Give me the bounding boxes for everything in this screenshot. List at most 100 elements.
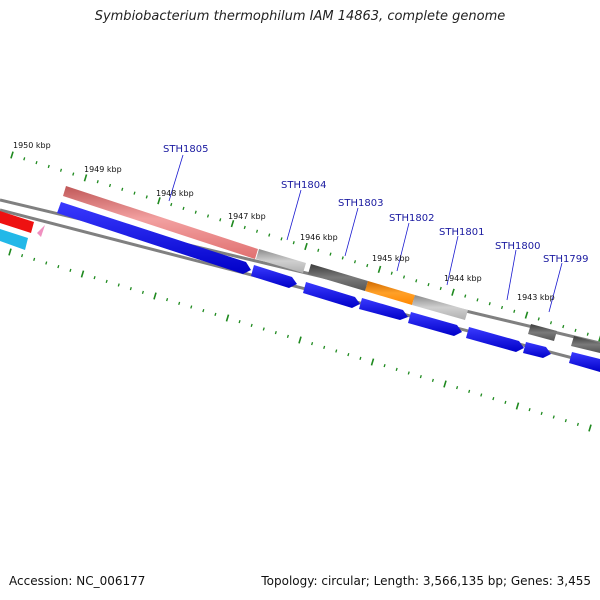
- feature-light-gray[interactable]: [412, 295, 468, 320]
- feature-orange[interactable]: [365, 281, 415, 305]
- tick-mark-major: [80, 270, 85, 278]
- leader-line-sth1800: [506, 249, 517, 301]
- tick-mark-major: [515, 402, 520, 410]
- tick-mark-minor: [317, 248, 320, 252]
- tick-mark-minor: [402, 275, 406, 279]
- tick-mark-minor: [564, 419, 567, 423]
- tick-mark-minor: [141, 290, 144, 294]
- tick-mark-minor: [292, 241, 295, 245]
- tick-mark-minor: [540, 411, 543, 415]
- tick-mark-minor: [133, 191, 136, 195]
- cds-arrow-sth1800[interactable]: [466, 327, 524, 352]
- tick-mark-minor: [407, 371, 410, 375]
- tick-mark-minor: [33, 257, 36, 261]
- cds-arrow-sth1801[interactable]: [408, 312, 462, 336]
- kbp-label: 1945 kbp: [372, 254, 410, 263]
- tick-mark-major: [153, 292, 157, 300]
- tick-mark-minor: [243, 225, 246, 230]
- tick-mark-major: [588, 424, 592, 432]
- gene-label-sth1805[interactable]: STH1805: [163, 144, 208, 155]
- tick-row-bottom: [8, 248, 592, 432]
- feature-cyan[interactable]: [0, 229, 28, 250]
- cds-arrow-sth1803[interactable]: [303, 282, 360, 308]
- tick-mark-minor: [383, 364, 386, 368]
- tick-mark-minor: [504, 400, 507, 404]
- tick-mark-major: [10, 151, 14, 159]
- feature-salmon[interactable]: [63, 186, 258, 259]
- tick-mark-minor: [359, 356, 362, 360]
- gene-label-sth1802[interactable]: STH1802: [389, 213, 434, 224]
- tick-mark-minor: [528, 408, 531, 412]
- tick-mark-minor: [121, 187, 124, 191]
- tick-mark-minor: [366, 263, 369, 268]
- tick-mark-minor: [280, 237, 283, 241]
- tick-mark-minor: [170, 202, 173, 207]
- tick-mark-minor: [117, 283, 120, 287]
- tick-mark-minor: [335, 349, 338, 353]
- gene-label-sth1800[interactable]: STH1800: [495, 241, 540, 252]
- tick-mark-minor: [329, 252, 332, 256]
- tick-mark-minor: [145, 195, 148, 199]
- tick-mark-minor: [353, 260, 357, 264]
- cds-arrow[interactable]: [569, 352, 600, 372]
- cds-arrow-sth1804[interactable]: [251, 265, 297, 288]
- tick-mark-minor: [108, 183, 112, 188]
- tick-mark-minor: [268, 233, 271, 237]
- cds-arrow-sth1805[interactable]: [57, 202, 251, 274]
- tick-mark-minor: [238, 320, 241, 324]
- tick-mark-minor: [72, 172, 75, 176]
- tick-mark-minor: [347, 353, 350, 357]
- tick-mark-minor: [574, 328, 577, 333]
- tick-mark-minor: [476, 298, 479, 302]
- tick-mark-minor: [194, 210, 197, 214]
- tick-mark-major: [451, 288, 455, 296]
- gene-label-sth1803[interactable]: STH1803: [338, 198, 383, 209]
- tick-mark-minor: [500, 305, 504, 310]
- feature-dark-gray[interactable]: [571, 336, 600, 353]
- tick-mark-minor: [202, 309, 205, 313]
- tick-mark-minor: [311, 342, 314, 346]
- cds-arrow-sth1799[interactable]: [523, 342, 551, 358]
- cds-arrow-sth1802[interactable]: [359, 298, 408, 320]
- tick-mark-minor: [576, 422, 579, 426]
- feature-red[interactable]: [0, 211, 34, 233]
- tick-mark-minor: [129, 287, 132, 291]
- tick-mark-minor: [59, 168, 63, 172]
- leader-line-sth1801: [446, 235, 459, 286]
- feature-dark-gray[interactable]: [308, 264, 368, 291]
- tick-mark-major: [157, 197, 161, 205]
- kbp-label: 1944 kbp: [444, 274, 482, 283]
- tick-mark-minor: [323, 345, 326, 349]
- kbp-label: 1946 kbp: [300, 233, 338, 242]
- tick-mark-minor: [488, 302, 491, 306]
- tick-mark-minor: [219, 218, 222, 222]
- tick-mark-major: [377, 265, 382, 273]
- tick-mark-minor: [415, 279, 418, 283]
- tick-mark-minor: [190, 305, 193, 309]
- feature-pink-arrow[interactable]: [37, 225, 45, 237]
- leader-line-sth1802: [396, 222, 410, 272]
- tick-mark-minor: [586, 332, 589, 336]
- tick-mark-minor: [45, 261, 48, 265]
- tick-mark-major: [230, 220, 235, 228]
- gene-label-sth1804[interactable]: STH1804: [281, 180, 326, 191]
- tick-mark-major: [524, 311, 529, 319]
- tick-mark-major: [225, 314, 230, 322]
- tick-mark-minor: [250, 323, 253, 327]
- feature-dark-gray[interactable]: [528, 324, 557, 341]
- tick-mark-major: [8, 248, 12, 256]
- gene-label-sth1799[interactable]: STH1799: [543, 254, 588, 265]
- tick-mark-minor: [456, 386, 459, 390]
- accession-text: Accession: NC_006177: [9, 574, 146, 588]
- tick-row-top: [10, 151, 600, 342]
- gene-label-sth1801[interactable]: STH1801: [439, 227, 484, 238]
- tick-mark-minor: [274, 331, 277, 335]
- tick-mark-minor: [492, 397, 495, 401]
- tick-mark-minor: [439, 286, 442, 291]
- leader-line-sth1799: [548, 262, 563, 313]
- tick-mark-minor: [549, 321, 553, 325]
- tick-mark-major: [443, 380, 447, 388]
- tick-mark-minor: [537, 317, 540, 321]
- feature-light-gray[interactable]: [256, 249, 306, 273]
- kbp-label: 1947 kbp: [228, 212, 266, 221]
